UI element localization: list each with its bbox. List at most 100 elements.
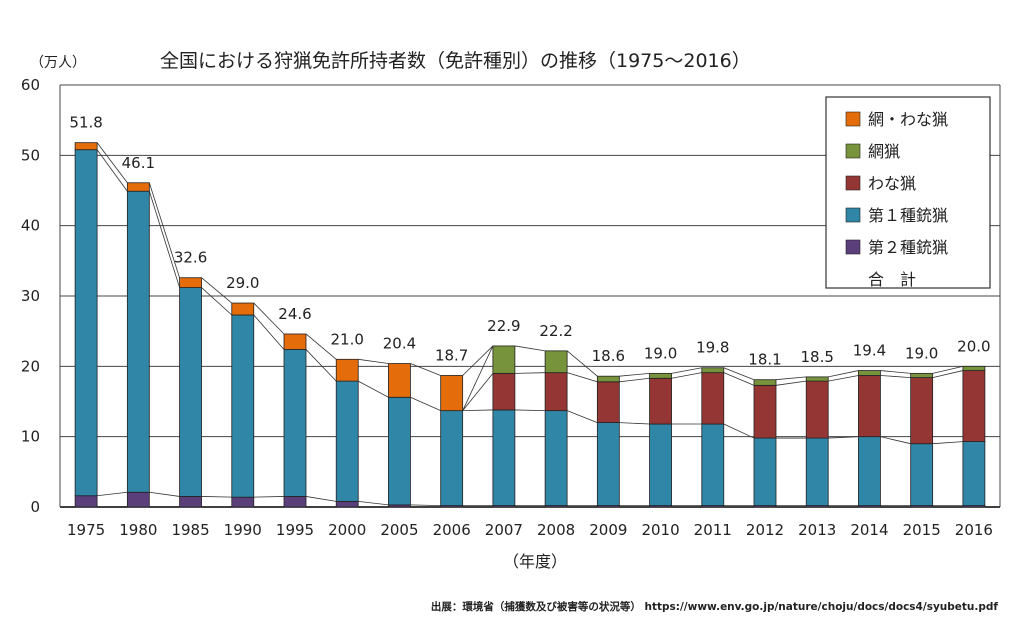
total-label: 18.5 [801,348,834,366]
legend-label: わな猟 [868,174,916,193]
x-axis-label: （年度） [503,552,567,571]
total-label: 51.8 [69,114,102,132]
bar-segment [335,500,359,508]
connector-line [723,423,755,439]
connector-line [932,370,963,378]
connector-line [148,182,180,278]
connector-line [462,345,494,376]
bar-segment [649,423,672,506]
connector-line [96,149,128,192]
bar-segment [283,496,307,508]
x-tick-label: 2000 [328,521,366,539]
legend-label: 網・わな猟 [868,110,948,129]
total-label: 22.9 [487,317,520,335]
bar-segment [701,423,725,506]
connector-line [148,191,180,288]
x-tick-label: 2014 [850,521,888,539]
bar-segment [231,314,255,498]
bar-segment [544,410,568,506]
bar-segment [962,365,986,371]
x-tick-label: 1980 [119,521,157,539]
bar-segment [74,149,98,497]
bar-segment [74,142,98,151]
bar-segment [492,345,516,374]
total-label: 19.0 [644,344,677,362]
bar-segment [962,441,986,506]
y-tick-label: 50 [21,146,40,164]
total-label: 20.4 [383,335,416,353]
total-label: 46.1 [122,154,155,172]
connector-line [828,370,859,378]
connector-line [253,314,285,350]
chart-title: 全国における狩猟免許所持者数（免許種別）の推移（1975～2016） [160,50,751,72]
y-tick-label: 10 [21,428,40,446]
total-label: 21.0 [331,330,364,348]
y-axis: 0 10 20 30 40 50 60 [21,76,40,516]
bar-segment [74,495,98,508]
connector-line [358,380,389,398]
connector-line [566,350,598,377]
bar-segment [858,375,881,438]
connector-lines [96,142,963,506]
bar-segment [753,379,777,386]
x-tick-label: 2012 [746,521,784,539]
total-label: 20.0 [957,337,990,355]
connector-line [358,500,389,506]
connector-line [723,372,755,386]
total-label: 22.2 [539,322,572,340]
legend-label: 網猟 [868,142,900,161]
connector-line [671,372,702,379]
bar-segment [910,372,934,378]
bar-segment [596,381,620,424]
connector-line [253,496,285,498]
x-tick-label: 1990 [224,521,262,539]
connector-line [358,358,389,364]
connector-line [253,302,285,335]
bar-segment [231,302,255,316]
total-label: 24.6 [278,305,311,323]
bar-segment [753,437,777,506]
connector-line [462,409,493,412]
bar-segment [492,409,516,506]
x-tick-label: 2011 [694,521,732,539]
connector-line [410,363,441,376]
grid [59,84,1001,508]
y-tick-label: 40 [21,217,40,235]
connector-line [149,491,180,497]
bar-segment [649,377,672,425]
bar-segment [388,396,411,506]
bar-segment [440,410,464,506]
connector-line [462,373,494,411]
connector-line [96,142,128,184]
bar-segment [179,287,202,497]
legend-swatch [845,239,861,255]
legend-swatch [845,207,861,223]
x-tick-label: 2005 [380,521,418,539]
connector-line [828,436,859,439]
legend-label: 第２種銃猟 [868,238,948,257]
connector-line [880,375,911,378]
legend-swatch [845,175,861,191]
total-label: 32.6 [174,249,207,267]
connector-line [619,372,650,377]
bar-segment [283,349,307,497]
bar-segment [596,375,620,383]
connector-line [619,377,650,383]
x-tick-label: 1995 [276,521,314,539]
bar-segment [179,277,202,288]
source-note: 出展：環境省（捕獲数及び被害等の状況等） https://www.env.go.… [431,600,999,613]
x-tick-label: 2007 [485,521,523,539]
x-tick-label: 2013 [798,521,836,539]
bar-segment [858,370,881,376]
bar-segment [126,190,150,493]
x-tick-label: 2008 [537,521,575,539]
bar-segment [753,384,777,439]
x-tick-label: 2015 [903,521,941,539]
connector-line [932,441,963,445]
bar-segment [910,443,934,506]
connector-line [671,367,702,374]
connector-line [514,372,546,374]
bar-segment [440,375,464,412]
bar-segment [126,491,150,508]
